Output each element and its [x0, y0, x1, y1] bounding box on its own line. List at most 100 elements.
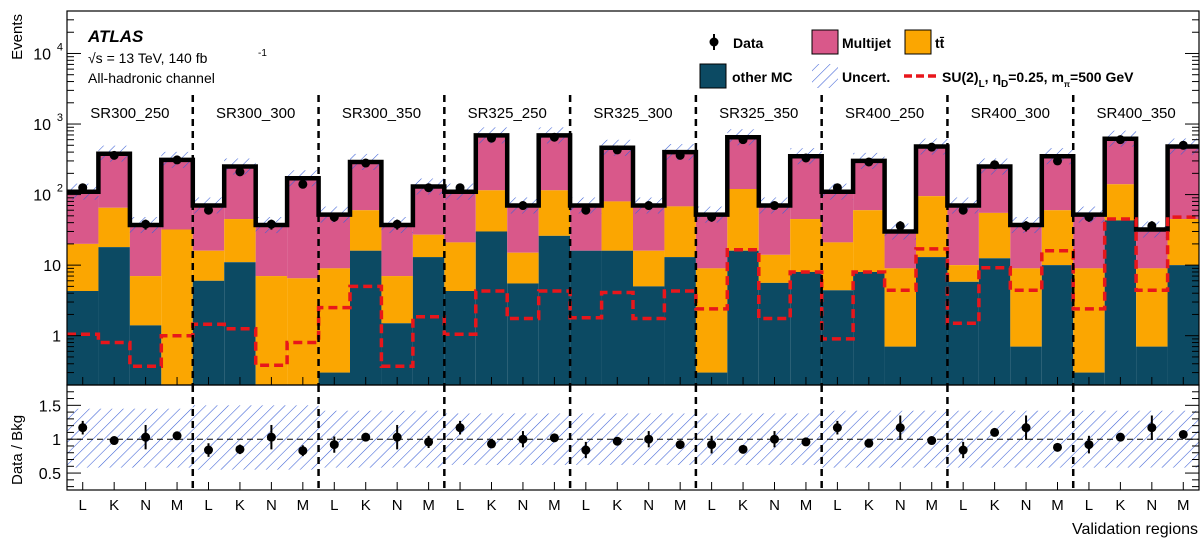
data-point [78, 183, 88, 193]
region-label: SR300_300 [216, 105, 295, 122]
multijet-bar [727, 137, 759, 189]
ttbar-bar [224, 219, 256, 263]
x-tick-label: K [235, 497, 245, 514]
region-label: SR325_250 [468, 105, 547, 122]
x-tick-label: M [674, 497, 687, 514]
other-mc-bar [192, 280, 225, 385]
data-point [455, 183, 465, 193]
multijet-bar [601, 147, 633, 202]
ttbar-bar [821, 242, 854, 291]
ratio-y-tick-label: 0.5 [39, 466, 61, 483]
ttbar-bar [161, 229, 193, 385]
other-mc-bar [475, 231, 508, 385]
ratio-point [581, 445, 591, 455]
ttbar-bar [507, 252, 539, 284]
legend-ttbar-swatch [904, 29, 932, 55]
legend-signal-part: , η [985, 69, 1001, 85]
ratio-point [141, 432, 151, 442]
data-point [518, 201, 528, 211]
ratio-point [172, 431, 182, 441]
data-point [581, 205, 591, 215]
ttbar-bar [664, 206, 696, 258]
ttbar-bar [601, 201, 633, 251]
other-mc-bar [381, 323, 413, 385]
ratio-point [644, 434, 654, 444]
other-mc-bar [67, 290, 99, 385]
legend-ttbar-label: tt̄ [935, 35, 945, 51]
atlas-label: ATLAS [87, 27, 144, 46]
ratio-point [1178, 429, 1188, 439]
data-point [329, 212, 339, 222]
data-point [864, 157, 874, 167]
other-mc-bar [444, 290, 476, 385]
ttbar-bar [1104, 184, 1137, 221]
x-tick-label: K [361, 497, 371, 514]
ttbar-bar [978, 212, 1011, 259]
ttbar-bar [381, 276, 413, 324]
other-mc-bar [98, 247, 130, 385]
energy-label: √s = 13 TeV, 140 fb [88, 50, 208, 66]
ratio-point [455, 423, 465, 433]
multijet-bar [664, 152, 696, 207]
multijet-bar [98, 153, 130, 208]
multijet-bar [1073, 214, 1105, 269]
ttbar-bar [695, 268, 728, 373]
ratio-point [329, 440, 339, 450]
ratio-point [109, 436, 119, 446]
multijet-bar [695, 214, 728, 269]
data-point [612, 145, 622, 155]
x-tick-label: L [456, 497, 464, 514]
ratio-point [1053, 442, 1062, 452]
other-mc-bar [916, 257, 948, 385]
ratio-point [958, 445, 968, 455]
other-mc-bar [129, 325, 162, 385]
ttbar-bar [129, 276, 162, 326]
x-tick-label: M [925, 497, 938, 514]
x-tick-label: N [1146, 497, 1157, 514]
ttbar-bar [287, 278, 319, 385]
other-mc-bar [758, 282, 791, 385]
multijet-bar [916, 146, 948, 197]
legend-data-marker [709, 37, 719, 47]
legend-signal-part: =500 GeV [1070, 69, 1134, 85]
x-tick-label: K [612, 497, 622, 514]
data-point [141, 219, 151, 229]
region-label: SR400_350 [1096, 105, 1175, 122]
other-mc-bar [664, 257, 696, 385]
multijet-bar [350, 161, 382, 211]
x-tick-label: M [548, 497, 561, 514]
ttbar-bar [633, 250, 665, 287]
other-mc-bar [853, 271, 885, 385]
data-point [235, 167, 245, 177]
data-point [990, 160, 1000, 170]
x-tick-label: N [392, 497, 403, 514]
legend-other-mc-swatch [699, 63, 727, 89]
other-mc-bar [224, 262, 256, 385]
other-mc-bar [727, 250, 759, 385]
y-tick-label: 1 [52, 329, 61, 346]
legend-signal-part: SU(2) [942, 69, 979, 85]
x-tick-label: K [109, 497, 119, 514]
multijet-bar [287, 178, 319, 279]
ratio-point [518, 434, 528, 444]
region-label: SR300_350 [342, 105, 421, 122]
x-tick-label: M [171, 497, 184, 514]
ttbar-bar [98, 207, 130, 248]
ttbar-bar [67, 243, 99, 291]
ratio-point [392, 432, 402, 442]
legend-uncert-swatch [812, 64, 838, 88]
x-tick-label: K [990, 497, 1000, 514]
ttbar-bar [947, 265, 979, 282]
data-point [895, 221, 905, 231]
ttbar-bar [853, 210, 885, 272]
channel-label: All-hadronic channel [88, 70, 215, 86]
data-point [204, 205, 213, 215]
data-point [266, 219, 276, 229]
multijet-bar [67, 191, 99, 244]
y-tick-label: 10 [33, 46, 51, 63]
legend-signal-part: L [979, 79, 985, 90]
ratio-point [361, 432, 371, 442]
data-point [1021, 221, 1031, 231]
multijet-bar [444, 191, 476, 243]
data-point [801, 153, 811, 163]
